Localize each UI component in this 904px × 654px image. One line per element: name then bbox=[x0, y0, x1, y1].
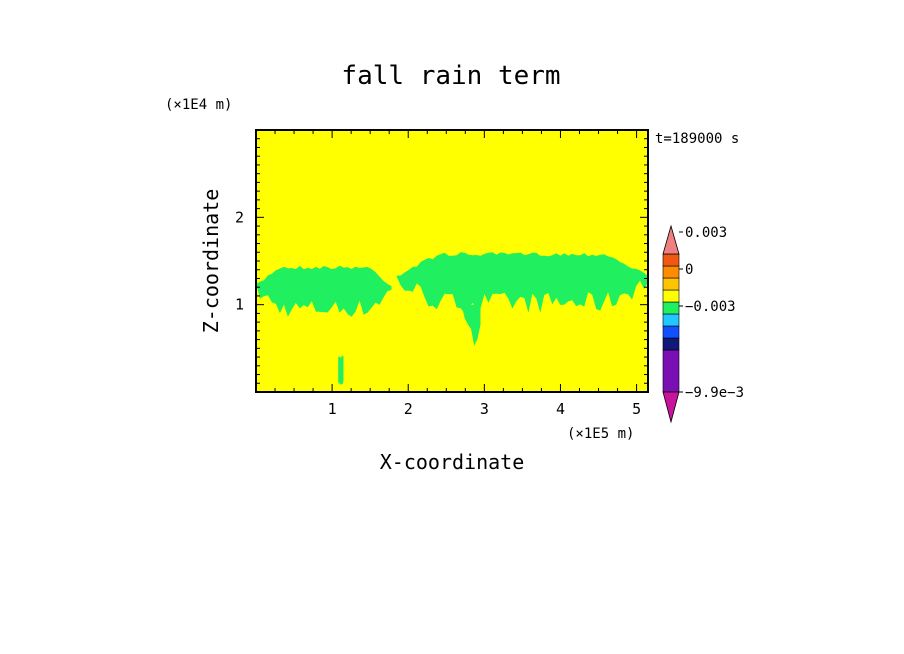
x-tick-label: 3 bbox=[480, 400, 489, 418]
colorbar-swatch bbox=[662, 337, 680, 351]
cloud-region-0 bbox=[256, 265, 392, 317]
colorbar-swatch bbox=[662, 313, 680, 327]
colorbar-swatch bbox=[662, 265, 680, 279]
y-tick-label: 2 bbox=[235, 208, 244, 226]
cloud-regions bbox=[256, 252, 648, 385]
colorbar-swatch bbox=[662, 301, 680, 315]
x-axis-label: X-coordinate bbox=[380, 450, 525, 474]
colorbar-label: 0 bbox=[685, 262, 693, 278]
colorbar-label: −0.003 bbox=[685, 299, 736, 315]
colorbar-swatch bbox=[662, 349, 680, 393]
x-tick-label: 5 bbox=[632, 400, 641, 418]
y-axis-label: Z-coordinate bbox=[199, 189, 223, 334]
colorbar-label: −9.9e−3 bbox=[685, 385, 744, 401]
colorbar-swatch bbox=[662, 325, 680, 339]
colorbar: 0.003 0 −0.003 −9.9e−3 bbox=[662, 224, 744, 424]
x-tick-label: 4 bbox=[556, 400, 565, 418]
y-tick-label: 1 bbox=[235, 296, 244, 314]
cloud-region-2 bbox=[461, 304, 481, 346]
cloud-region-3 bbox=[338, 355, 344, 385]
chart-title: fall rain term bbox=[341, 61, 560, 91]
axis-ticks bbox=[256, 130, 648, 392]
axis-tick-labels: 1 2 3 4 5 1 2 bbox=[235, 208, 641, 418]
y-unit-label: (×1E4 m) bbox=[165, 97, 232, 113]
colorbar-swatch bbox=[662, 277, 680, 291]
x-unit-label: (×1E5 m) bbox=[567, 426, 634, 442]
colorbar-label: 0.003 bbox=[685, 225, 727, 241]
time-label: t=189000 s bbox=[655, 131, 739, 147]
colorbar-upper-extend bbox=[662, 224, 680, 255]
colorbar-lower-extend bbox=[662, 391, 680, 424]
colorbar-swatch bbox=[662, 289, 680, 303]
x-tick-label: 1 bbox=[328, 400, 337, 418]
cloud-region-1 bbox=[396, 252, 648, 314]
x-tick-label: 2 bbox=[404, 400, 413, 418]
colorbar-swatch bbox=[662, 253, 680, 267]
